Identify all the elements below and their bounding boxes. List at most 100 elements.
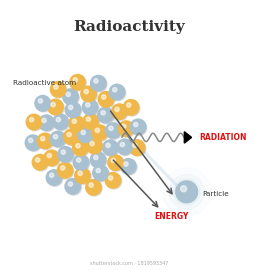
Text: Particle: Particle [203, 192, 230, 197]
Circle shape [46, 170, 62, 185]
Circle shape [90, 75, 106, 91]
Circle shape [58, 147, 73, 162]
Circle shape [120, 142, 125, 147]
Circle shape [45, 151, 61, 167]
Circle shape [90, 152, 106, 168]
Circle shape [98, 92, 114, 107]
Circle shape [106, 123, 121, 138]
Circle shape [108, 176, 113, 180]
Circle shape [41, 136, 45, 141]
Circle shape [104, 141, 119, 157]
Circle shape [130, 119, 146, 135]
Circle shape [69, 116, 84, 131]
Circle shape [101, 95, 106, 99]
Circle shape [61, 150, 66, 154]
Circle shape [90, 141, 94, 146]
Circle shape [82, 99, 98, 115]
Circle shape [122, 160, 137, 175]
Circle shape [29, 138, 33, 143]
Circle shape [106, 174, 122, 189]
Circle shape [95, 128, 100, 132]
Circle shape [119, 122, 135, 137]
Circle shape [66, 180, 82, 195]
Circle shape [56, 117, 61, 122]
Circle shape [107, 124, 122, 139]
Circle shape [99, 108, 114, 124]
Circle shape [112, 104, 127, 120]
Circle shape [47, 171, 63, 186]
Text: RADIATION: RADIATION [199, 133, 246, 142]
Circle shape [73, 140, 88, 156]
Text: Radioactive atom: Radioactive atom [13, 80, 76, 86]
Circle shape [78, 171, 82, 176]
Circle shape [59, 148, 74, 163]
Circle shape [105, 172, 121, 188]
Circle shape [115, 107, 119, 111]
Circle shape [86, 103, 90, 107]
Circle shape [94, 155, 98, 160]
Circle shape [26, 136, 42, 151]
Circle shape [81, 130, 85, 135]
Circle shape [131, 120, 147, 136]
Circle shape [64, 90, 79, 106]
Circle shape [93, 126, 108, 141]
Polygon shape [106, 111, 191, 200]
Circle shape [36, 158, 40, 162]
Circle shape [72, 119, 76, 123]
Circle shape [127, 103, 131, 107]
Circle shape [124, 162, 128, 166]
Circle shape [91, 153, 107, 169]
Circle shape [81, 86, 96, 102]
Circle shape [101, 111, 105, 115]
Circle shape [39, 115, 54, 130]
Circle shape [76, 169, 91, 185]
Circle shape [64, 129, 79, 145]
Circle shape [68, 105, 73, 110]
Circle shape [88, 139, 103, 155]
Circle shape [66, 103, 82, 119]
Circle shape [79, 128, 94, 144]
Circle shape [32, 155, 48, 170]
Circle shape [49, 100, 64, 116]
Circle shape [53, 114, 68, 130]
Circle shape [118, 140, 134, 156]
Circle shape [86, 179, 101, 195]
Circle shape [123, 100, 139, 115]
Circle shape [70, 74, 85, 90]
Circle shape [111, 158, 115, 162]
Circle shape [78, 127, 93, 143]
Circle shape [74, 141, 89, 157]
Circle shape [38, 99, 43, 103]
Circle shape [61, 166, 65, 170]
Circle shape [40, 116, 55, 132]
Text: Radioactivity: Radioactivity [74, 20, 185, 34]
Circle shape [121, 124, 126, 129]
Circle shape [169, 174, 204, 209]
Circle shape [37, 133, 53, 149]
Circle shape [108, 155, 123, 171]
Circle shape [51, 83, 67, 98]
Circle shape [103, 140, 118, 155]
Circle shape [84, 115, 100, 130]
Circle shape [75, 168, 90, 183]
Circle shape [92, 76, 107, 92]
Circle shape [82, 87, 98, 103]
Circle shape [176, 181, 198, 203]
Circle shape [117, 139, 133, 155]
Circle shape [29, 118, 34, 122]
Circle shape [48, 99, 63, 115]
Circle shape [36, 97, 51, 112]
Circle shape [51, 132, 67, 148]
Circle shape [26, 114, 42, 130]
Circle shape [109, 126, 113, 130]
Circle shape [70, 117, 86, 132]
Circle shape [163, 168, 211, 216]
Circle shape [94, 166, 109, 182]
Text: ENERGY: ENERGY [154, 212, 188, 221]
Circle shape [86, 117, 90, 122]
Circle shape [74, 156, 90, 171]
Circle shape [58, 164, 74, 179]
Circle shape [68, 182, 73, 186]
Circle shape [87, 181, 102, 196]
Circle shape [89, 183, 93, 187]
